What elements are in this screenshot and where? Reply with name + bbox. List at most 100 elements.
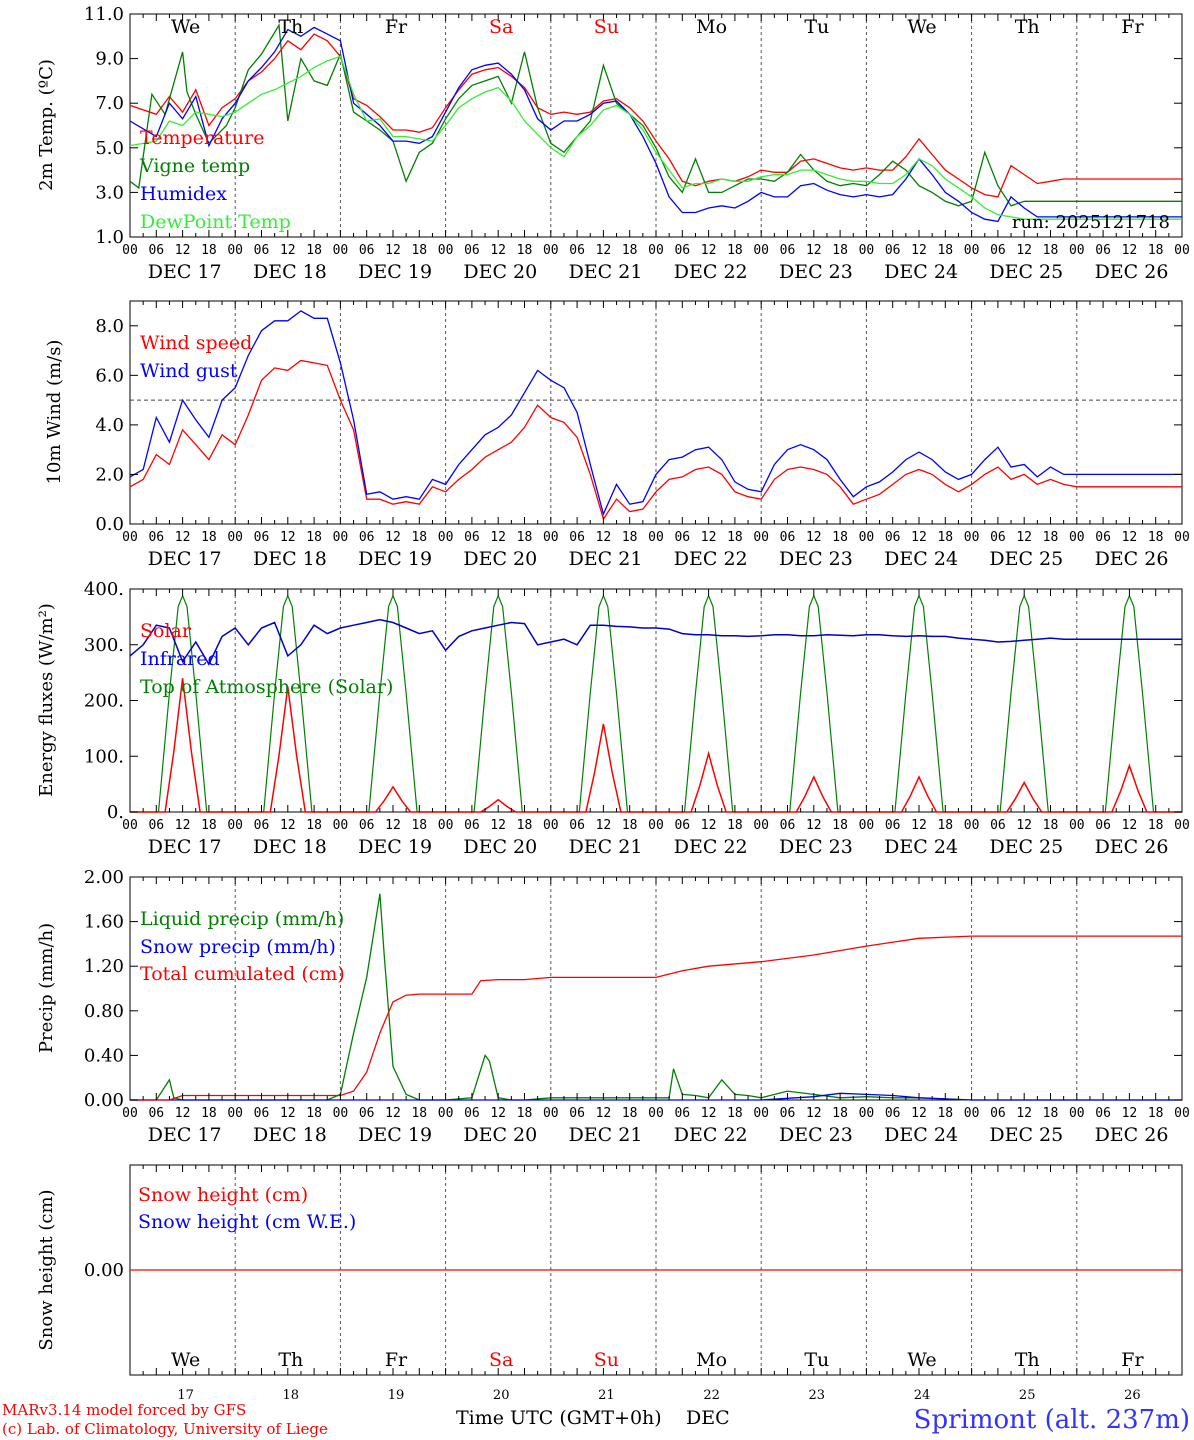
hour-tick-label: 18: [1043, 818, 1059, 833]
hour-tick-label: 12: [806, 818, 822, 833]
hour-tick-label: 06: [990, 530, 1006, 545]
hour-tick-label: 06: [148, 243, 164, 258]
date-label: DEC 22: [674, 548, 748, 570]
hour-tick-label: 18: [1148, 243, 1164, 258]
hour-tick-label: 18: [622, 530, 638, 545]
y-tick-label: 1.20: [84, 956, 124, 977]
hour-tick-label: 00: [543, 818, 559, 833]
weekday-label: Th: [1015, 1349, 1040, 1371]
hour-tick-label: 00: [648, 1106, 664, 1121]
date-label: DEC 25: [989, 548, 1063, 570]
hour-tick-label: 18: [832, 243, 848, 258]
hour-tick-label: 12: [1122, 818, 1138, 833]
hour-tick-label: 00: [438, 530, 454, 545]
precip-panel: 00 06 12 18 DEC 17 00 06 12 18 DEC 18 00 06 12 18 DEC …: [36, 867, 1190, 1146]
hour-tick-label: 18: [517, 530, 533, 545]
hour-tick-label: 18: [622, 1106, 638, 1121]
hour-tick-label: 06: [569, 818, 585, 833]
hour-tick-label: 06: [885, 243, 901, 258]
precip-y-axis-title: Precip (mm/h): [36, 923, 57, 1053]
hour-tick-label: 06: [990, 818, 1006, 833]
hour-tick-label: 06: [1095, 818, 1111, 833]
snow-y-tick-label: 0.00: [84, 1260, 124, 1281]
hour-tick-label: 18: [411, 243, 427, 258]
hour-tick-label: 00: [333, 243, 349, 258]
hour-tick-label: 00: [227, 818, 243, 833]
hour-tick-label: 06: [569, 530, 585, 545]
hour-tick-label: 12: [175, 530, 191, 545]
legend-infrared: Infrared: [140, 648, 220, 670]
legend-vigne-temp: Vigne temp: [139, 155, 250, 177]
hour-tick-label: 18: [411, 1106, 427, 1121]
hour-tick-label: 06: [464, 530, 480, 545]
date-label: DEC 21: [569, 548, 643, 570]
hour-tick-label: 12: [911, 243, 927, 258]
hour-tick-label: 06: [464, 243, 480, 258]
y-tick-label: 7.0: [95, 93, 124, 114]
hour-tick-label: 18: [622, 243, 638, 258]
hour-tick-label: 18: [937, 818, 953, 833]
hour-tick-label: 18: [727, 243, 743, 258]
y-tick-label: 11.0: [84, 4, 124, 25]
hour-tick-label: 12: [911, 1106, 927, 1121]
y-tick-label: 0.: [107, 802, 124, 823]
y-tick-label: 5.0: [95, 138, 124, 159]
date-label: DEC 26: [1095, 261, 1169, 283]
hour-tick-label: 06: [885, 530, 901, 545]
y-tick-label: 2.00: [84, 867, 124, 888]
hour-tick-label: 12: [385, 1106, 401, 1121]
date-label: DEC 17: [148, 548, 222, 570]
hour-tick-label: 00: [543, 1106, 559, 1121]
hour-tick-label: 06: [674, 818, 690, 833]
hour-tick-label: 00: [227, 530, 243, 545]
snow-y-axis-title: Snow height (cm): [36, 1189, 57, 1350]
hour-tick-label: 00: [753, 530, 769, 545]
hour-tick-label: 00: [543, 243, 559, 258]
hour-tick-label: 12: [280, 1106, 296, 1121]
hour-tick-label: 18: [832, 818, 848, 833]
date-label: DEC 21: [569, 261, 643, 283]
hour-tick-label: 00: [648, 818, 664, 833]
date-label: DEC 23: [779, 548, 853, 570]
weekday-label: Th: [1015, 16, 1040, 38]
hour-tick-label: 06: [569, 1106, 585, 1121]
hour-tick-label: 12: [911, 818, 927, 833]
y-tick-label: 0.00: [84, 1090, 124, 1111]
hour-tick-label: 18: [832, 530, 848, 545]
legend-snow-height-we: Snow height (cm W.E.): [138, 1211, 356, 1233]
weekday-label: Th: [278, 16, 303, 38]
hour-tick-label: 06: [569, 243, 585, 258]
hour-tick-label: 06: [885, 1106, 901, 1121]
hour-tick-label: 12: [385, 818, 401, 833]
day-number-label: 20: [493, 1388, 510, 1403]
temp-series-line: [129, 26, 1182, 223]
hour-tick-label: 06: [148, 1106, 164, 1121]
hour-tick-label: 18: [1148, 1106, 1164, 1121]
hour-tick-label: 00: [648, 243, 664, 258]
hour-tick-label: 00: [543, 530, 559, 545]
hour-tick-label: 00: [227, 1106, 243, 1121]
hour-tick-label: 00: [227, 243, 243, 258]
date-label: DEC 24: [884, 261, 958, 283]
temperature-plot-frame: [129, 13, 1183, 238]
hour-tick-label: 12: [1016, 818, 1032, 833]
hour-tick-label: 00: [648, 530, 664, 545]
day-number-label: 23: [809, 1388, 826, 1403]
hour-tick-label: 12: [280, 243, 296, 258]
weekday-label: Sa: [489, 16, 513, 38]
y-tick-label: 1.0: [95, 227, 124, 248]
hour-tick-label: 00: [753, 243, 769, 258]
legend-humidex: Humidex: [140, 183, 227, 205]
hour-tick-label: 06: [780, 1106, 796, 1121]
y-tick-label: 9.0: [95, 49, 124, 70]
weekday-label: Th: [278, 1349, 303, 1371]
credit-line-1: MARv3.14 model forced by GFS: [2, 1401, 246, 1419]
date-label: DEC 18: [253, 548, 327, 570]
hour-tick-label: 06: [990, 1106, 1006, 1121]
energy-y-axis-title: Energy fluxes (W/m²): [36, 603, 57, 797]
y-tick-label: 0.0: [95, 514, 124, 535]
infrared-line: [129, 618, 1182, 666]
hour-tick-label: 18: [306, 1106, 322, 1121]
location-label: Sprimont (alt. 237m): [914, 1405, 1190, 1435]
